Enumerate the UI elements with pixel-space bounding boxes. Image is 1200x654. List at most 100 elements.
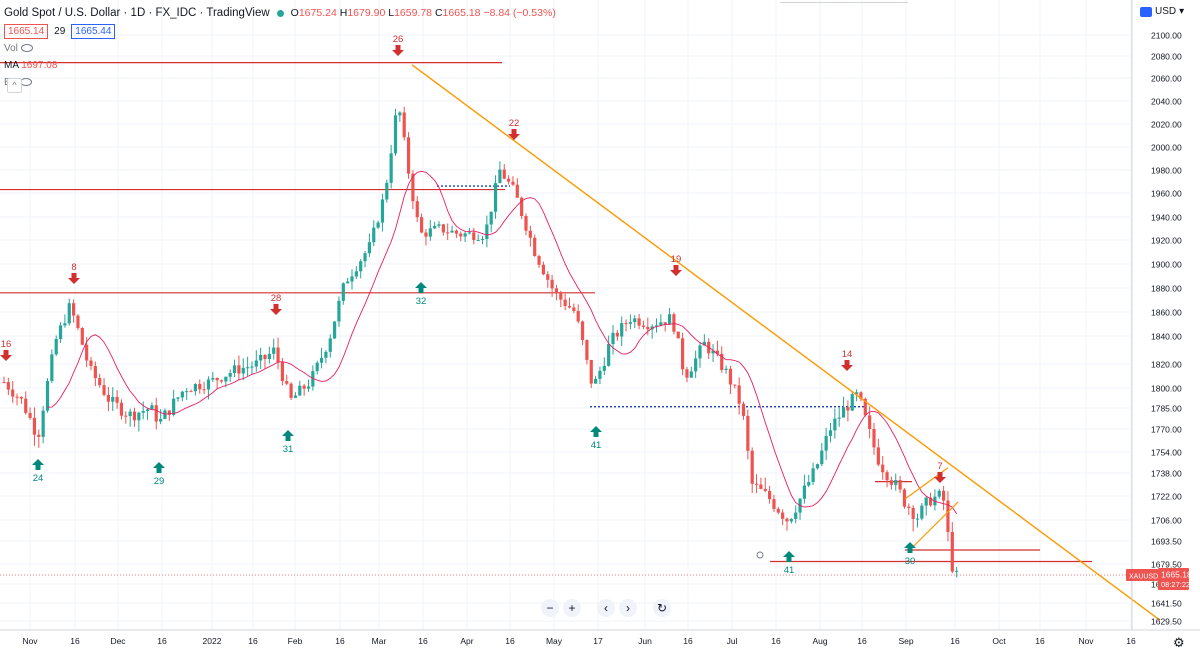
channel-lower-line <box>912 501 959 548</box>
price-tick-label: 2080.00 <box>1151 52 1182 62</box>
indicator-vol[interactable]: Vol <box>4 42 556 56</box>
candle <box>480 236 485 245</box>
candle <box>372 220 376 247</box>
candle <box>559 290 563 308</box>
candle <box>380 193 385 232</box>
candle <box>776 506 780 515</box>
candle <box>694 350 698 379</box>
symbol-title[interactable]: Gold Spot / U.S. Dollar · 1D · FX_IDC · … <box>4 7 270 19</box>
market-status-dot <box>276 9 284 17</box>
price-tick-label: 1900.00 <box>1151 260 1182 270</box>
price-tick-label: 1960.00 <box>1151 189 1182 199</box>
eye-icon[interactable] <box>20 44 33 52</box>
candle <box>50 349 54 384</box>
pivot-high-marker: 26 <box>392 34 404 56</box>
pivot-high-marker: 7 <box>934 461 946 483</box>
candle <box>872 422 876 455</box>
candle <box>898 475 902 493</box>
time-tick-label: 16 <box>950 636 960 646</box>
price-tick-label: 1785.00 <box>1151 404 1182 414</box>
candle <box>124 411 128 424</box>
indicator-ma[interactable]: MA 1697.08 <box>4 60 58 71</box>
price-tick-label: 2000.00 <box>1151 143 1182 153</box>
currency-selector[interactable]: USD ▾ <box>1140 6 1184 17</box>
zoom-out-button[interactable]: − <box>541 599 559 617</box>
collapse-legend-button[interactable]: ^ <box>7 78 22 93</box>
pivot-label: 24 <box>33 473 44 484</box>
price-tick-label: 1679.50 <box>1151 560 1182 570</box>
candle <box>459 231 463 242</box>
candle <box>828 422 833 443</box>
candle <box>915 513 920 528</box>
time-tick-label: Jun <box>638 636 652 646</box>
candle <box>785 517 789 531</box>
candle <box>420 213 424 234</box>
candle <box>54 335 58 357</box>
ask-price[interactable]: 1665.44 <box>71 24 116 39</box>
price-tick-label: 1706.00 <box>1151 516 1182 526</box>
price-tick-label: 1629.50 <box>1151 617 1182 627</box>
candle <box>193 383 197 396</box>
candle <box>476 234 480 241</box>
candle <box>554 284 559 301</box>
moving-average-line <box>47 170 958 515</box>
candle <box>237 355 241 380</box>
reset-chart-button[interactable]: ↻ <box>653 599 671 617</box>
candle <box>341 282 345 305</box>
chart-grid <box>0 0 1132 630</box>
scroll-back-button[interactable]: ‹ <box>597 599 615 617</box>
time-tick-label: Nov <box>1078 636 1094 646</box>
time-axis: Nov 16 Dec 16 2022 16 Feb 16 Mar 16 Apr 16 May 17 Jun 1… <box>0 629 1200 646</box>
arrow-up-icon <box>904 542 916 553</box>
candle <box>415 196 419 223</box>
pivot-label: 19 <box>671 254 682 265</box>
candle <box>846 400 850 422</box>
candle <box>750 447 754 494</box>
candle <box>219 379 224 384</box>
zoom-in-button[interactable]: + <box>563 599 581 617</box>
candle <box>841 396 846 418</box>
candle <box>259 347 263 369</box>
gear-icon[interactable]: ⚙ <box>1173 635 1185 650</box>
arrow-down-icon <box>508 129 520 140</box>
candle <box>550 274 554 297</box>
candle <box>437 221 441 229</box>
candle <box>924 496 928 516</box>
eye-icon[interactable] <box>20 78 33 86</box>
candle <box>298 380 302 396</box>
candle <box>15 393 19 406</box>
time-tick-label: Nov <box>22 636 38 646</box>
candle <box>902 488 907 509</box>
candle <box>241 358 245 381</box>
candle <box>189 389 193 393</box>
price-tick-label: 1880.00 <box>1151 284 1182 294</box>
time-tick-label: 16 <box>683 636 693 646</box>
bid-price[interactable]: 1665.14 <box>4 24 49 39</box>
candle <box>150 402 154 410</box>
candle <box>363 251 367 268</box>
candle <box>567 297 572 309</box>
indicator-bb[interactable]: BB <box>4 76 556 90</box>
arrow-up-icon <box>415 282 427 293</box>
candle <box>2 376 6 384</box>
ma-polyline <box>47 170 958 515</box>
price-tick-label: 2040.00 <box>1151 97 1182 107</box>
candle <box>350 269 354 290</box>
candle <box>359 259 363 279</box>
candle <box>681 332 685 376</box>
candle <box>246 356 250 377</box>
time-tick-label: 16 <box>157 636 167 646</box>
candle <box>724 365 728 374</box>
candle <box>837 407 841 427</box>
candle <box>376 220 380 229</box>
candle <box>172 389 176 417</box>
last-price-label: 1665.18 <box>1161 570 1192 580</box>
candle <box>859 391 863 402</box>
candle <box>280 358 284 386</box>
scroll-forward-button[interactable]: › <box>619 599 637 617</box>
candle <box>328 334 332 358</box>
pivot-low-marker: 32 <box>415 282 427 307</box>
candle <box>346 277 350 284</box>
candle <box>93 361 97 387</box>
